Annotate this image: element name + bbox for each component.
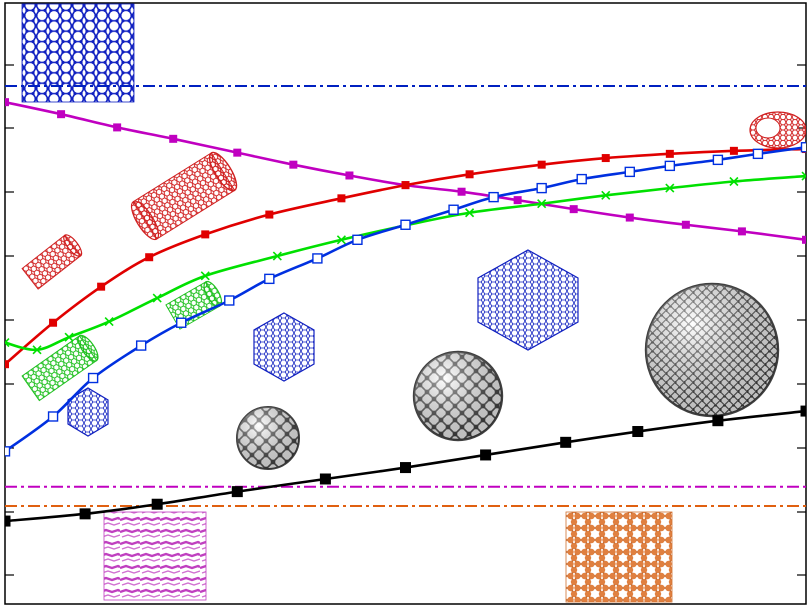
data-point [465,208,475,218]
data-point [601,190,611,200]
data-point [145,253,154,262]
data-point [169,134,178,143]
data-point [665,149,674,158]
data-point [104,316,114,327]
hexagonal-flake-icon [253,312,315,382]
data-point [49,318,58,327]
data-point [151,498,163,510]
data-point [57,110,66,119]
data-point [752,148,764,160]
data-point [5,446,11,457]
data-point [224,295,235,306]
fullerene-icon [412,350,504,442]
data-point [400,219,411,230]
y-axis-ticks [5,64,806,576]
data-point [47,411,59,422]
series-3 [5,142,806,457]
series-2 [5,171,806,355]
data-point [665,183,675,193]
data-point [681,220,690,229]
nanotube-icon [130,151,238,241]
data-point [712,415,724,427]
lattice-sheet-icon [565,511,673,603]
data-point [664,160,676,172]
nanotube-icon [749,111,806,149]
data-point [569,205,578,214]
data-point [729,176,739,187]
series-4 [5,405,806,527]
data-point [200,271,210,281]
graphene-sheet-icon [21,3,135,103]
data-point [488,191,499,203]
hexagonal-flake-icon [67,387,109,437]
data-point [560,436,572,448]
data-point [5,360,9,369]
hexagonal-flake-icon [477,249,579,351]
data-point [319,473,331,485]
data-point [264,273,275,285]
data-point [265,210,274,219]
data-point [800,405,806,417]
data-point [576,173,587,185]
data-point [231,486,243,498]
data-point [729,146,738,155]
data-point [97,282,106,291]
structure-insets [21,3,806,603]
data-point [64,332,74,342]
layered-crystal-icon [103,511,207,601]
data-point [152,293,162,303]
data-point [337,194,346,203]
data-point [537,199,547,209]
data-point [5,98,9,107]
fullerene-icon [236,406,300,470]
data-point [601,154,610,163]
data-point [737,227,746,236]
series-line [5,174,806,352]
data-point [480,449,492,461]
data-point [233,148,242,157]
data-point [176,317,187,328]
data-point [345,171,354,180]
data-point [79,508,91,520]
data-point [802,235,806,244]
data-point [5,515,11,527]
nanotube-icon [21,334,99,402]
data-point [536,182,547,194]
data-point [201,230,210,239]
data-point [537,160,546,169]
data-point [801,171,806,181]
data-point [336,235,346,245]
nanotube-icon [165,280,223,330]
data-point [400,462,411,474]
data-point [632,426,644,438]
data-point [135,340,147,351]
data-point [800,142,806,153]
data-point [32,345,42,355]
series-1 [5,145,806,369]
data-point [113,123,122,132]
data-point [401,181,410,190]
plot-frame [4,2,807,605]
data-point [5,337,10,348]
data-point [289,160,298,169]
nanotube-icon [21,234,83,290]
data-point [712,154,724,166]
data-point [352,234,363,245]
fullerene-icon [644,282,780,418]
series-line [5,100,806,242]
data-point [448,204,459,215]
data-point [625,213,634,222]
data-point [624,166,635,178]
data-point [272,251,282,261]
data-point [87,372,99,384]
data-point [312,253,323,264]
data-point [457,187,466,196]
data-point [513,196,522,205]
data-point [465,170,474,179]
